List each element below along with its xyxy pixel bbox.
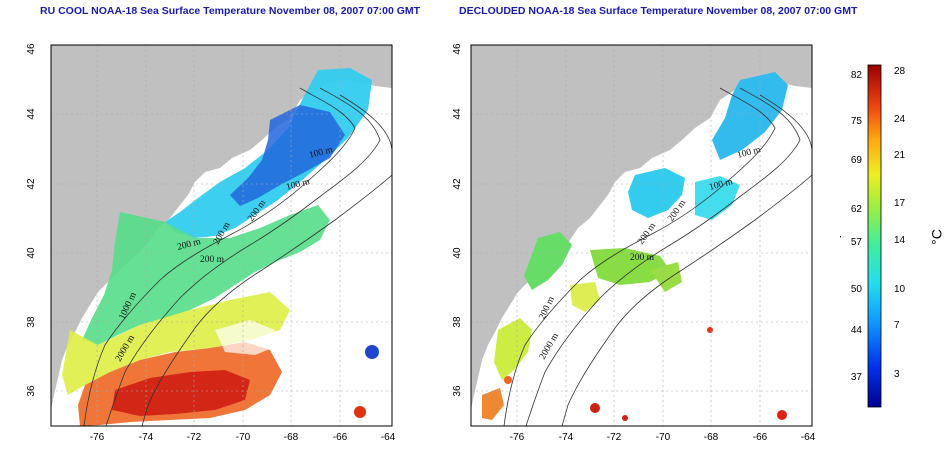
sst-shelf-region: [650, 262, 682, 292]
sst-gulf-stream-core: [112, 370, 250, 416]
x-tick-label: -74: [139, 432, 154, 443]
left-map-area: [51, 45, 392, 426]
right-y-axis: 36 38 40 42 44 46: [452, 43, 463, 397]
x-tick-label: -76: [510, 432, 525, 443]
land-mass: [471, 45, 812, 410]
x-tick-label: -64: [381, 432, 396, 443]
c-tick-label: 17: [894, 198, 906, 209]
c-tick-label: 3: [894, 369, 900, 380]
grid-lines: [51, 45, 392, 426]
f-tick-label: 37: [851, 372, 863, 383]
fahrenheit-ticks: 82 75 69 62 57 50 44 37: [851, 70, 863, 383]
f-tick-label: 44: [851, 325, 863, 336]
x-tick-label: -64: [801, 432, 816, 443]
sst-cold-region: [628, 168, 685, 218]
sst-cold-region: [712, 72, 788, 160]
right-x-axis: -76 -74 -72 -70 -68 -66 -64: [510, 432, 816, 443]
contour-label: 200 m: [200, 255, 225, 265]
left-map-frame: [50, 44, 393, 427]
c-tick-label: 10: [894, 284, 906, 295]
left-y-axis: 36 38 40 42 44 46: [26, 43, 37, 397]
sst-patch-east: [365, 345, 379, 359]
y-tick-label: 36: [452, 385, 463, 397]
c-tick-label: 21: [894, 150, 906, 161]
f-tick-label: 75: [851, 116, 863, 127]
sst-shelf-region: [524, 232, 572, 290]
y-tick-label: 38: [452, 316, 463, 328]
bathymetry-contours: [503, 87, 812, 426]
sst-warm-region: [494, 318, 532, 380]
y-tick-label: 36: [26, 385, 37, 397]
f-tick-label: 62: [851, 204, 863, 215]
left-x-axis: -76 -74 -72 -70 -68 -66 -64: [90, 432, 396, 443]
x-tick-label: -66: [753, 432, 768, 443]
grid-lines: [471, 45, 812, 426]
y-tick-label: 42: [452, 178, 463, 190]
right-map-frame: [470, 44, 813, 427]
right-map-panel: 100 m 100 m 200 m 200 m 200 m 200 m 2000…: [452, 43, 816, 443]
x-tick-label: -72: [607, 432, 622, 443]
right-map-title: DECLOUDED NOAA-18 Sea Surface Temperatur…: [459, 5, 858, 17]
c-tick-label: 28: [894, 66, 906, 77]
f-tick-label: 50: [851, 284, 863, 295]
land-mass: [51, 45, 392, 410]
x-tick-label: -72: [187, 432, 202, 443]
x-tick-label: -66: [333, 432, 348, 443]
y-tick-label: 46: [26, 43, 37, 55]
colorbar: 82 75 69 62 57 50 44 37 28 24 21 17 14 1…: [840, 64, 944, 408]
sst-patch: [622, 415, 628, 421]
sst-cold-region: [695, 176, 740, 220]
sst-warm-region: [62, 292, 290, 395]
f-tick-label: 57: [851, 237, 863, 248]
sst-patch-southeast: [354, 406, 366, 418]
sst-gulf-stream: [482, 388, 504, 420]
celsius-ticks: 28 24 21 17 14 10 7 3: [894, 66, 906, 380]
y-tick-label: 46: [452, 43, 463, 55]
sst-warm-region: [570, 282, 600, 312]
right-map-area: [471, 45, 812, 426]
left-map-title: RU COOL NOAA-18 Sea Surface Temperature …: [40, 5, 421, 17]
x-tick-label: -74: [559, 432, 574, 443]
left-map-panel: 100 m 100 m 200 m 200 m 200 m 200 m 1000…: [26, 43, 396, 443]
celsius-unit-label: °C: [928, 229, 944, 245]
y-tick-label: 38: [26, 316, 37, 328]
c-tick-label: 7: [894, 320, 900, 331]
x-tick-label: -70: [236, 432, 251, 443]
y-tick-label: 40: [26, 247, 37, 259]
y-tick-label: 44: [26, 108, 37, 120]
x-tick-label: -70: [656, 432, 671, 443]
c-tick-label: 14: [894, 235, 906, 246]
contour-label: 200 m: [630, 253, 655, 263]
x-tick-label: -68: [284, 432, 299, 443]
f-tick-label: 69: [851, 155, 863, 166]
y-tick-label: 42: [26, 178, 37, 190]
sst-patch: [707, 327, 713, 333]
sst-cold-core: [230, 105, 345, 206]
c-tick-label: 24: [894, 114, 906, 125]
y-tick-label: 40: [452, 247, 463, 259]
sst-patch: [590, 403, 600, 413]
cloud-gap: [215, 320, 280, 355]
bathymetry-contours: [83, 87, 392, 426]
y-tick-label: 44: [452, 108, 463, 120]
fahrenheit-unit-label: °F: [840, 230, 844, 244]
colorbar-gradient: [867, 64, 882, 408]
x-tick-label: -76: [90, 432, 105, 443]
x-tick-label: -68: [704, 432, 719, 443]
sst-patch-southeast: [777, 410, 787, 420]
f-tick-label: 82: [851, 70, 863, 81]
sst-patch: [504, 376, 512, 384]
